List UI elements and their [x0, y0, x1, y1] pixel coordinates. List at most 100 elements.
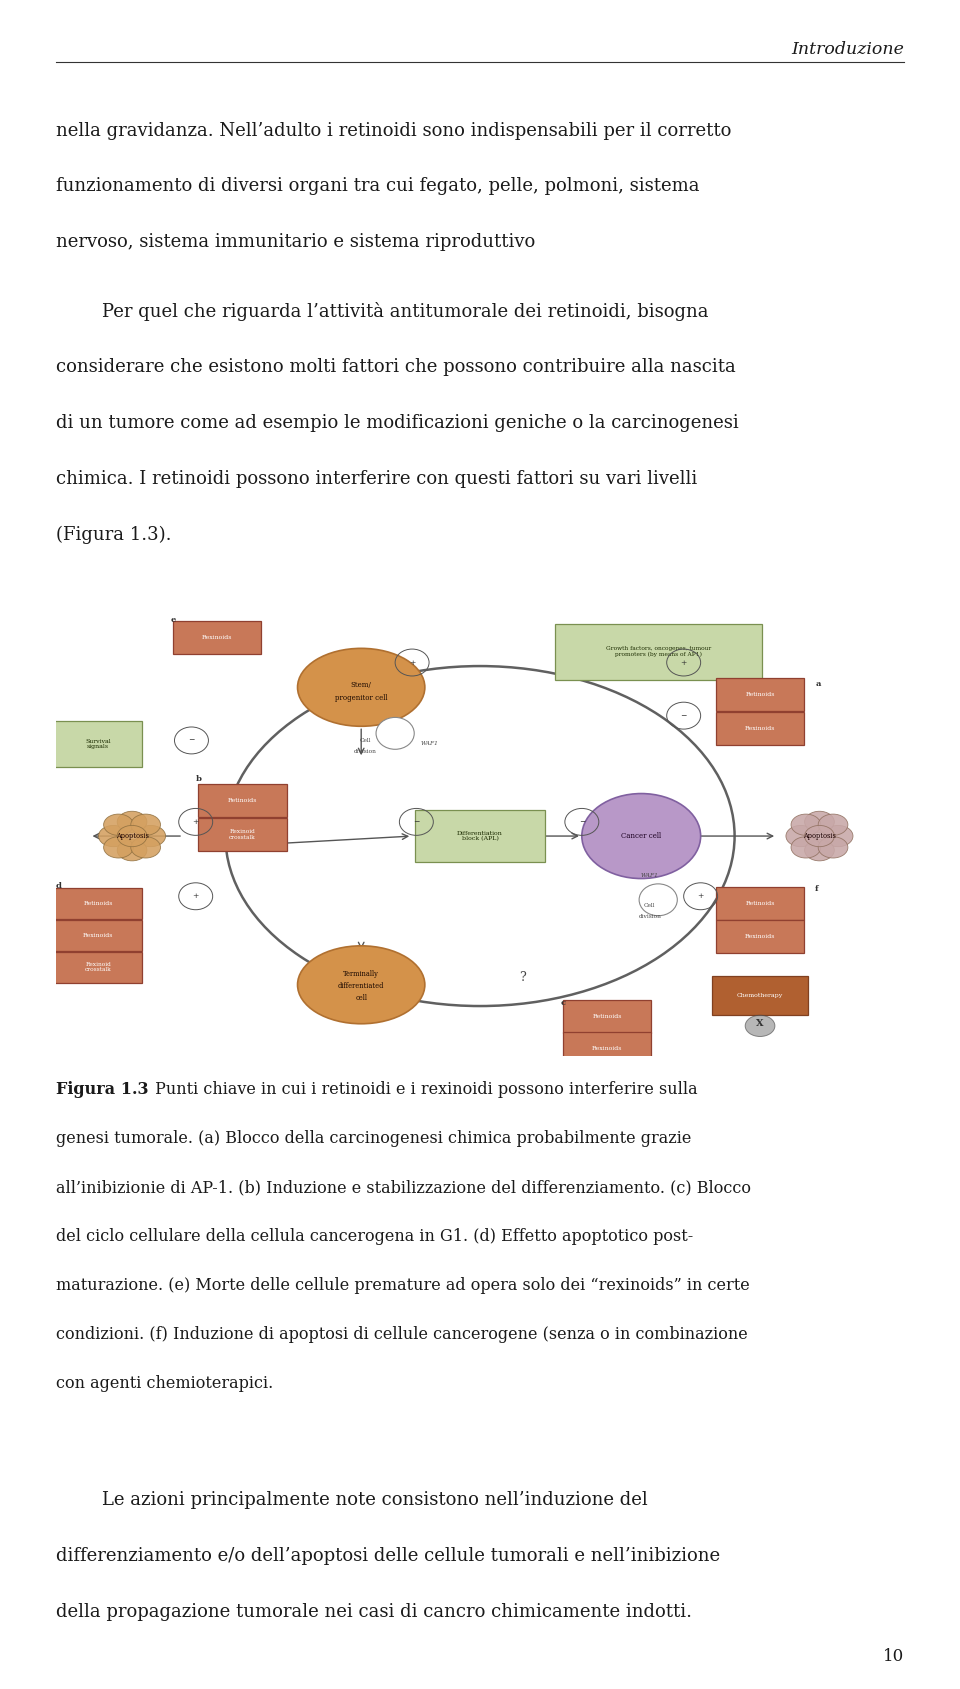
Text: considerare che esistono molti fattori che possono contribuire alla nascita: considerare che esistono molti fattori c…	[56, 358, 735, 377]
Text: cell: cell	[355, 995, 367, 1002]
Text: +: +	[193, 817, 199, 826]
Ellipse shape	[824, 826, 853, 846]
Ellipse shape	[582, 794, 701, 878]
Text: di un tumore come ad esempio le modificazioni geniche o la carcinogenesi: di un tumore come ad esempio le modifica…	[56, 414, 738, 432]
Text: Cell: Cell	[360, 738, 372, 743]
Text: Terminally: Terminally	[344, 969, 379, 978]
FancyBboxPatch shape	[54, 951, 142, 983]
Text: differenziamento e/o dell’apoptosi delle cellule tumorali e nell’inibizione: differenziamento e/o dell’apoptosi delle…	[56, 1547, 720, 1566]
Text: a: a	[815, 679, 821, 687]
Text: Introduzione: Introduzione	[791, 41, 904, 57]
Text: del ciclo cellulare della cellula cancerogena in G1. (d) Effetto apoptotico post: del ciclo cellulare della cellula cancer…	[56, 1228, 693, 1245]
FancyBboxPatch shape	[54, 888, 142, 919]
Text: Rexinoids: Rexinoids	[83, 932, 113, 937]
Text: Retinoids: Retinoids	[592, 1013, 622, 1018]
Text: Rexinoid
crosstalk: Rexinoid crosstalk	[229, 829, 255, 839]
Text: X: X	[756, 1018, 764, 1029]
Text: differentiated: differentiated	[338, 983, 384, 990]
Ellipse shape	[131, 814, 160, 836]
Text: −: −	[188, 736, 195, 745]
Text: −: −	[681, 711, 686, 720]
Ellipse shape	[639, 883, 678, 915]
Ellipse shape	[804, 811, 834, 833]
Text: Retinoids: Retinoids	[84, 900, 113, 905]
FancyBboxPatch shape	[716, 887, 804, 919]
Ellipse shape	[104, 836, 133, 858]
Text: condizioni. (f) Induzione di apoptosi di cellule cancerogene (senza o in combina: condizioni. (f) Induzione di apoptosi di…	[56, 1326, 748, 1343]
Text: con agenti chemioterapici.: con agenti chemioterapici.	[56, 1375, 273, 1392]
Ellipse shape	[131, 836, 160, 858]
Ellipse shape	[99, 826, 129, 846]
Text: Apoptosis: Apoptosis	[803, 833, 836, 839]
Ellipse shape	[117, 826, 147, 846]
Text: nervoso, sistema immunitario e sistema riproduttivo: nervoso, sistema immunitario e sistema r…	[56, 233, 535, 252]
Text: progenitor cell: progenitor cell	[335, 694, 388, 703]
Text: funzionamento di diversi organi tra cui fegato, pelle, polmoni, sistema: funzionamento di diversi organi tra cui …	[56, 177, 699, 196]
Text: Survival
signals: Survival signals	[85, 738, 111, 750]
FancyBboxPatch shape	[54, 919, 142, 951]
FancyBboxPatch shape	[716, 677, 804, 711]
Text: Le azioni principalmente note consistono nell’induzione del: Le azioni principalmente note consistono…	[56, 1491, 647, 1510]
Ellipse shape	[818, 836, 848, 858]
FancyBboxPatch shape	[555, 623, 761, 681]
Ellipse shape	[376, 718, 414, 750]
Text: chimica. I retinoidi possono interferire con questi fattori su vari livelli: chimica. I retinoidi possono interferire…	[56, 470, 697, 488]
Text: Per quel che riguarda l’attività antitumorale dei retinoidi, bisogna: Per quel che riguarda l’attività antitum…	[56, 302, 708, 321]
FancyBboxPatch shape	[716, 713, 804, 745]
FancyBboxPatch shape	[716, 921, 804, 953]
Text: WAF1: WAF1	[640, 873, 659, 878]
Text: della propagazione tumorale nei casi di cancro chimicamente indotti.: della propagazione tumorale nei casi di …	[56, 1603, 691, 1621]
Text: Rexinoids: Rexinoids	[592, 1045, 622, 1051]
Text: Rexinoids: Rexinoids	[745, 934, 776, 939]
Text: Cell: Cell	[644, 904, 656, 909]
Ellipse shape	[791, 814, 821, 836]
Text: Retinoids: Retinoids	[745, 900, 775, 905]
FancyBboxPatch shape	[711, 976, 808, 1015]
Text: division: division	[354, 748, 377, 753]
Text: Rexinoids: Rexinoids	[745, 726, 776, 731]
Text: Chemotherapy: Chemotherapy	[737, 993, 783, 998]
Text: f: f	[815, 885, 819, 893]
Ellipse shape	[104, 814, 133, 836]
Text: +: +	[698, 892, 704, 900]
Text: (Figura 1.3).: (Figura 1.3).	[56, 525, 171, 544]
Text: Retinoids: Retinoids	[745, 692, 775, 698]
Text: +: +	[193, 892, 199, 900]
Text: Retinoids: Retinoids	[228, 799, 257, 804]
Text: d: d	[56, 882, 61, 890]
Text: Apoptosis: Apoptosis	[115, 833, 149, 839]
Ellipse shape	[745, 1015, 775, 1037]
Ellipse shape	[804, 826, 834, 846]
Ellipse shape	[298, 649, 425, 726]
Ellipse shape	[791, 836, 821, 858]
Text: maturazione. (e) Morte delle cellule premature ad opera solo dei “rexinoids” in : maturazione. (e) Morte delle cellule pre…	[56, 1277, 750, 1294]
Text: Growth factors, oncogenes, tumour
promoters (by means of AP1): Growth factors, oncogenes, tumour promot…	[606, 647, 710, 657]
Text: Figura 1.3: Figura 1.3	[56, 1081, 148, 1098]
FancyBboxPatch shape	[564, 1032, 652, 1064]
Ellipse shape	[818, 814, 848, 836]
Ellipse shape	[804, 839, 834, 861]
Text: −: −	[579, 817, 585, 826]
Text: b: b	[196, 775, 202, 784]
FancyBboxPatch shape	[173, 622, 261, 654]
FancyBboxPatch shape	[415, 809, 545, 863]
Text: Cancer cell: Cancer cell	[621, 833, 661, 839]
Text: +: +	[681, 659, 686, 667]
Text: +: +	[409, 659, 416, 667]
Text: Rexinoids: Rexinoids	[202, 635, 232, 640]
Text: division: division	[638, 914, 661, 919]
Text: Stem/: Stem/	[350, 681, 372, 689]
FancyBboxPatch shape	[199, 819, 286, 851]
Text: nella gravidanza. Nell’adulto i retinoidi sono indispensabili per il corretto: nella gravidanza. Nell’adulto i retinoid…	[56, 122, 732, 140]
Text: −: −	[413, 817, 420, 826]
Text: Punti chiave in cui i retinoidi e i rexinoidi possono interferire sulla: Punti chiave in cui i retinoidi e i rexi…	[150, 1081, 697, 1098]
Text: c: c	[561, 998, 565, 1007]
Text: Differentiation
block (APL): Differentiation block (APL)	[457, 831, 503, 841]
Ellipse shape	[117, 839, 147, 861]
Ellipse shape	[136, 826, 165, 846]
Text: ?: ?	[519, 971, 526, 985]
Text: Rexinoid
crosstalk: Rexinoid crosstalk	[84, 961, 111, 973]
Ellipse shape	[298, 946, 425, 1024]
Text: genesi tumorale. (a) Blocco della carcinogenesi chimica probabilmente grazie: genesi tumorale. (a) Blocco della carcin…	[56, 1130, 691, 1147]
Ellipse shape	[117, 811, 147, 833]
